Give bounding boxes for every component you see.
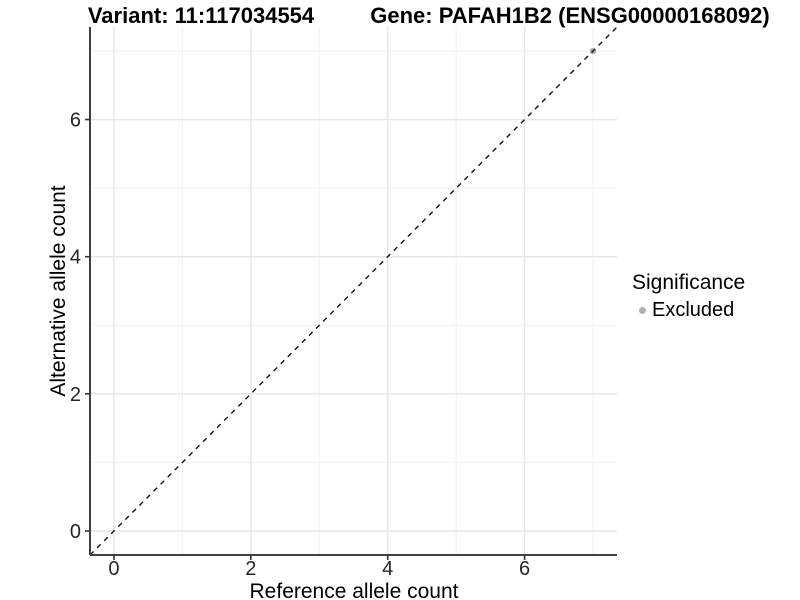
- x-axis-title: Reference allele count: [249, 580, 459, 600]
- legend-item-excluded: Excluded: [632, 299, 745, 322]
- y-tick-label: 4: [70, 247, 81, 269]
- y-axis-title: Alternative allele count: [47, 185, 70, 397]
- y-tick-label: 0: [70, 521, 81, 543]
- legend-item-label: Excluded: [652, 299, 735, 321]
- y-tick-label: 6: [70, 110, 81, 132]
- x-tick-label: 6: [519, 558, 530, 580]
- plot-title-gene: Gene: PAFAH1B2 (ENSG00000168092): [370, 3, 770, 28]
- legend-title: Significance: [632, 271, 746, 294]
- legend: Significance Excluded: [632, 271, 745, 322]
- x-tick-label: 0: [108, 558, 119, 580]
- x-tick-label: 2: [245, 558, 256, 580]
- x-tick-label: 4: [382, 558, 393, 580]
- y-tick-label: 2: [70, 384, 81, 406]
- legend-point-icon: [638, 307, 646, 314]
- plot-title-variant: Variant: 11:117034554: [87, 3, 315, 28]
- legend-key: [632, 301, 652, 321]
- identity-line: [89, 26, 618, 556]
